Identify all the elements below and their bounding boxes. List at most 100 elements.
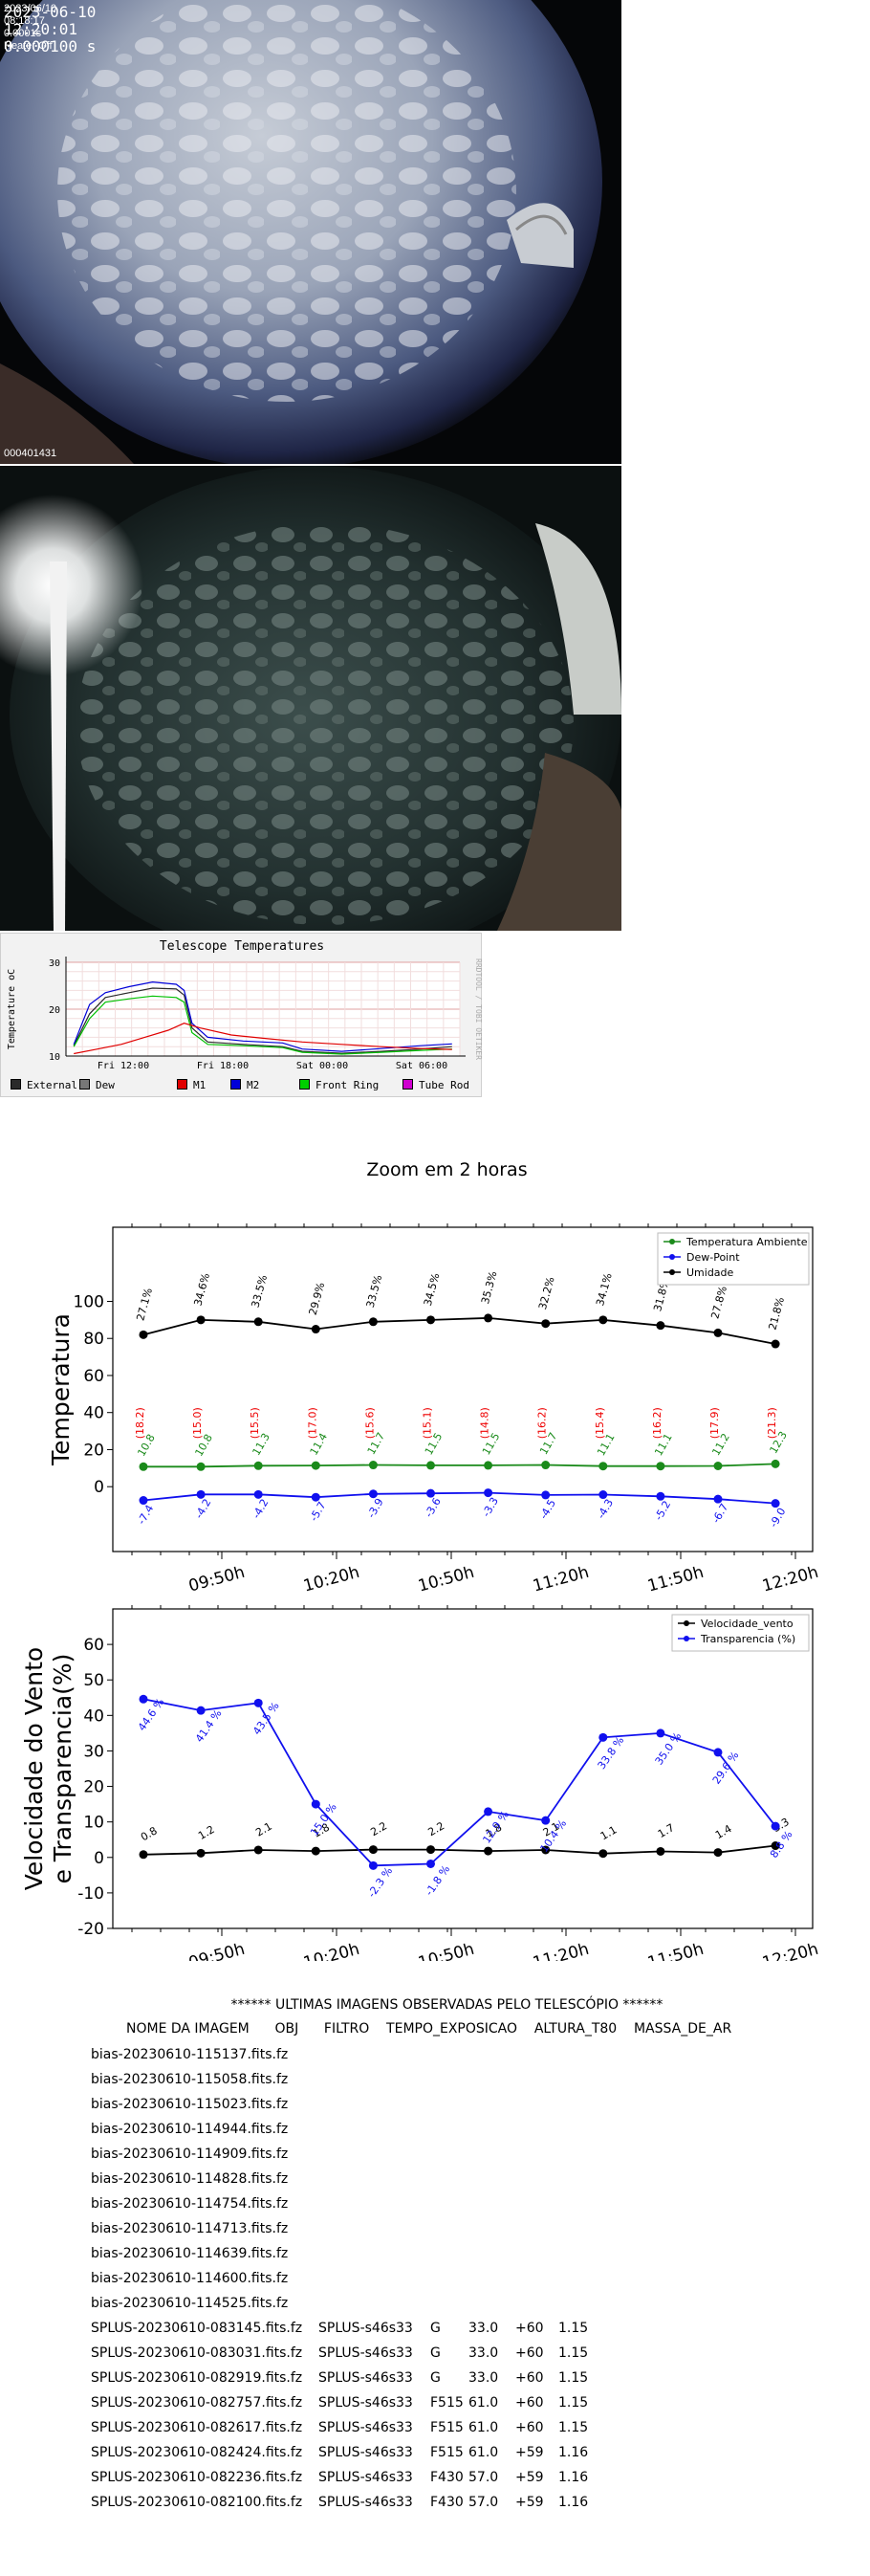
image-name-cell: bias-20230610-115058.fits.fz [91,2072,289,2087]
data-label: (17.9) [708,1407,721,1439]
image-mass-cell: 1.15 [558,2345,589,2361]
data-point [713,1748,723,1757]
y-axis-label-line: e Transparencia(%) [49,1654,76,1884]
latest-images-header: ****** ULTIMAS IMAGENS OBSERVADAS PELO T… [230,1997,663,2013]
data-point [656,1321,665,1331]
telescope-legend-item: Tube Rod [402,1079,469,1091]
data-point [771,1459,780,1468]
image-mass-cell: 1.15 [558,2395,589,2411]
data-point [541,1845,551,1855]
data-point [426,1488,435,1498]
x-tick-label: 11:50h [645,1940,706,1961]
image-row: bias-20230610-114639.fits.fz [91,2246,558,2261]
legend-marker [669,1254,675,1260]
second-camera-info: 2023-06-10 12:20:01 0.000100 s [4,4,96,55]
image-row: bias-20230610-115058.fits.fz [91,2072,558,2087]
data-point [368,1461,378,1470]
image-exp-cell: 57.0 [468,2495,499,2510]
x-tick-label: 09:50h [186,1563,247,1596]
image-mass-cell: 1.16 [558,2495,589,2510]
telescope-m2-line [73,980,452,1052]
image-filter-cell: F515 [430,2445,464,2460]
image-obj-cell: SPLUS-s46s33 [318,2495,413,2510]
image-row: bias-20230610-114944.fits.fz [91,2122,558,2137]
image-row: SPLUS-20230610-082919.fits.fz SPLUS-s46s3… [91,2370,588,2386]
image-filter-cell: G [430,2345,441,2361]
image-mass-cell: 1.16 [558,2470,589,2485]
data-label: (17.0) [306,1407,318,1439]
legend-swatch [79,1079,90,1090]
image-row: bias-20230610-114909.fits.fz [91,2147,558,2162]
telescope-legend-item: External [11,1079,77,1091]
image-exp-cell: 33.0 [468,2345,499,2361]
legend-label: Dew-Point [686,1251,740,1264]
data-point [426,1461,435,1470]
image-name-cell: SPLUS-20230610-083145.fits.fz [91,2321,303,2336]
legend-marker [684,1636,689,1641]
data-point [598,1462,608,1471]
image-alt-cell: +60 [515,2395,544,2411]
data-point [311,1461,320,1470]
image-name-cell: SPLUS-20230610-082617.fits.fz [91,2420,303,2435]
y-tick-label: 0 [94,1849,104,1868]
image-alt-cell: +60 [515,2345,544,2361]
data-point [139,1462,148,1471]
image-alt-cell: +60 [515,2321,544,2336]
data-point [311,1799,320,1809]
allsky-heater-status: Heater Off [4,40,53,52]
telescope-x-tick-label: Fri 12:00 [98,1061,149,1071]
image-alt-cell: +60 [515,2420,544,2435]
image-name-cell: bias-20230610-114713.fits.fz [91,2221,289,2236]
x-tick-label: 10:50h [416,1940,476,1961]
camera2-exposure: 0.000100 s [4,37,97,55]
legend-box [671,1614,810,1652]
image-obj-cell: SPLUS-s46s33 [318,2370,413,2386]
data-point [771,1821,780,1831]
data-label: (15.5) [249,1407,261,1439]
data-point [598,1490,608,1500]
image-exp-cell: 57.0 [468,2470,499,2485]
data-point [368,1860,378,1870]
y-tick-label: 40 [83,1404,104,1423]
y-axis-label-line: Velocidade do Vento [20,1647,48,1890]
legend-label: M2 [247,1079,260,1091]
legend-label: External [27,1079,77,1091]
data-label: (15.1) [422,1407,434,1439]
y-tick-label: 10 [83,1814,104,1833]
image-name-cell: bias-20230610-114909.fits.fz [91,2147,289,2162]
data-point [311,1325,320,1334]
data-point [656,1491,665,1501]
telescope-y-tick-label: 30 [49,958,60,969]
data-label: (15.0) [191,1407,204,1439]
y-tick-label: 50 [83,1671,104,1690]
image-obj-cell: SPLUS-s46s33 [318,2321,413,2336]
image-exp-cell: 61.0 [468,2420,499,2435]
telescope-chart-title: Telescope Temperatures [159,939,325,954]
image-alt-cell: +60 [515,2370,544,2386]
telescope-front-ring-line [73,995,452,1055]
data-point [656,1728,665,1738]
image-exp-cell: 61.0 [468,2445,499,2460]
image-name-cell: bias-20230610-114944.fits.fz [91,2122,289,2137]
y-tick-label: 80 [83,1330,104,1349]
telescope-x-tick-label: Fri 18:00 [197,1061,249,1071]
telescope-y-tick-label: 20 [49,1005,60,1016]
image-mass-cell: 1.16 [558,2445,589,2460]
allsky-sky-picture [0,0,602,464]
telescope-x-tick-label: Sat 06:00 [396,1061,447,1071]
telescope-m1-line [74,1023,452,1055]
series-line [142,1491,776,1505]
y-tick-label: 100 [74,1292,104,1311]
data-point [253,1461,263,1470]
data-point [656,1462,665,1471]
image-row: bias-20230610-115137.fits.fz [91,2047,558,2062]
y-tick-label: 40 [83,1706,104,1726]
image-row: SPLUS-20230610-083145.fits.fz SPLUS-s46s3… [91,2321,588,2336]
series-line [143,1463,776,1468]
y-axis-label: Velocidade do Ventoe Transparencia(%) [20,1647,76,1890]
camera2-time: 12:20:01 [4,20,78,38]
telescope-plot-area: 10 20 30 Fri 12:00 Fri 18:00 Sat 00:00 Sat 06:… [7,957,483,1071]
y-tick-label: 60 [83,1367,104,1386]
telescope-external-line [73,987,452,1054]
camera2-date: 2023-06-10 [4,3,97,21]
